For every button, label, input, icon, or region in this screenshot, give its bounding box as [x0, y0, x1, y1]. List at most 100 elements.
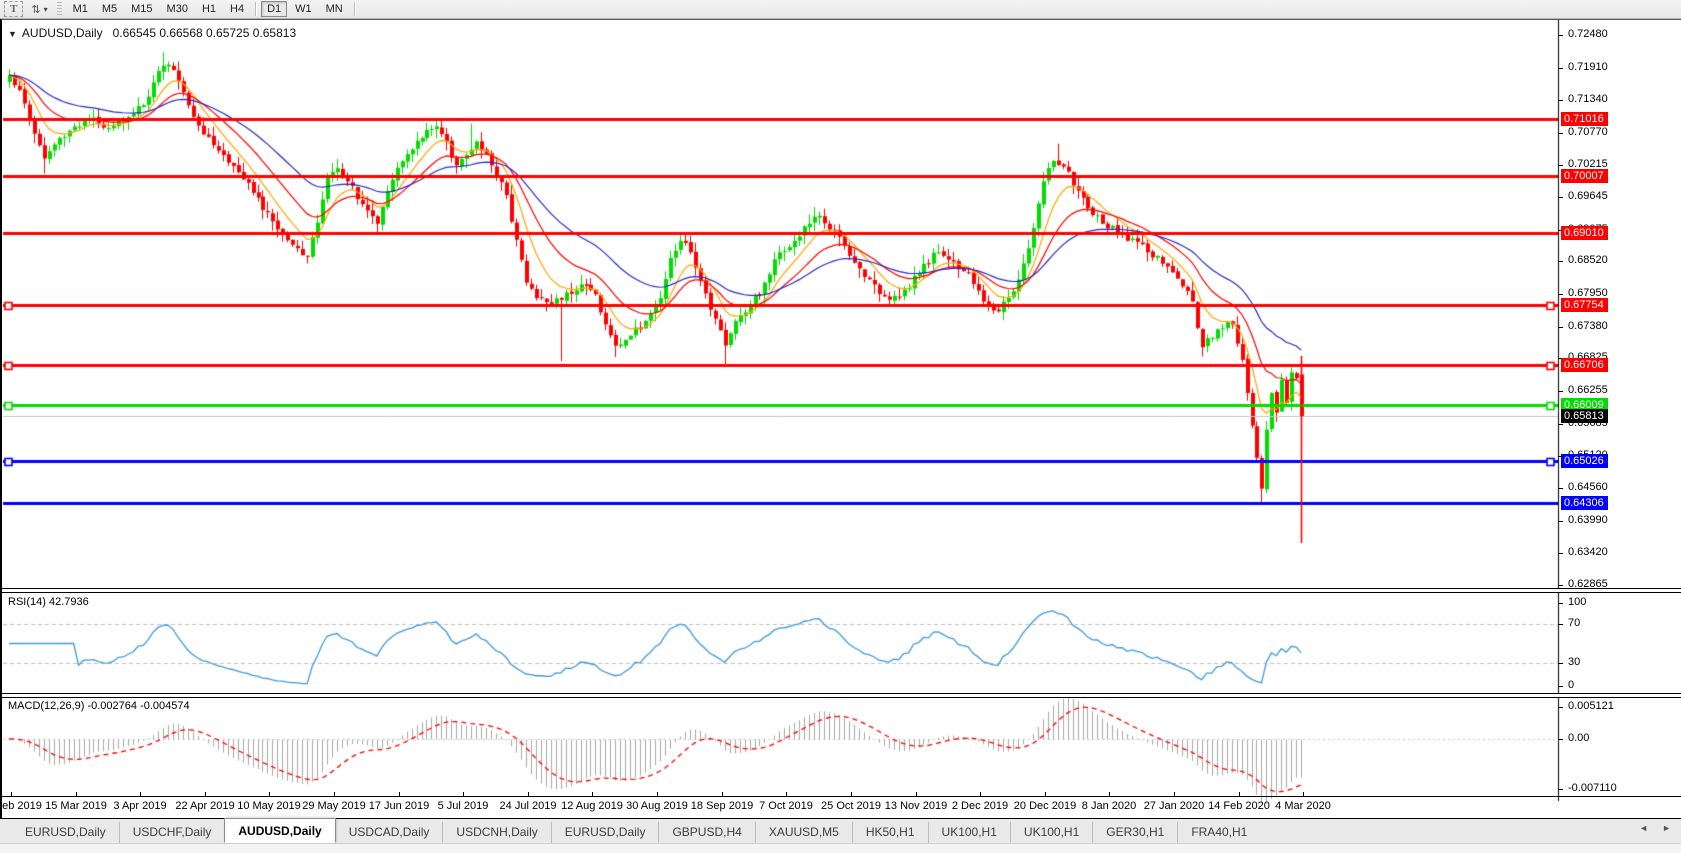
- rsi-axis-label: 0: [1568, 679, 1575, 691]
- date-tick-label: 30 Aug 2019: [626, 800, 688, 812]
- timeframe-button-d1[interactable]: D1: [261, 1, 288, 17]
- arrows-icon: ⇅: [31, 3, 41, 16]
- timeframe-button-h4[interactable]: H4: [230, 3, 245, 15]
- price-tick-label: 0.72480: [1568, 27, 1608, 40]
- chart-tab-9-uk100-h1[interactable]: UK100,H1: [927, 822, 1010, 843]
- text-tool-button[interactable]: T: [4, 1, 24, 17]
- chart-tab-3-usdcad-daily[interactable]: USDCAD,Daily: [348, 825, 430, 839]
- collapse-triangle-icon[interactable]: ▼: [8, 29, 17, 39]
- timeframe-button-m30[interactable]: M30: [166, 3, 188, 15]
- date-tick-mark: [463, 792, 464, 796]
- chart-tab-bar: EURUSD,Daily USDCHF,Daily AUDUSD,Daily USDC…: [0, 818, 1681, 853]
- price-tick-label: 0.62865: [1568, 577, 1608, 590]
- panel-separator-rsi-macd[interactable]: [2, 693, 1681, 698]
- date-tick-label: 13 Nov 2019: [884, 800, 948, 812]
- macd-axis-label: -0.007110: [1568, 782, 1617, 794]
- chart-tab-12-fra40-h1[interactable]: FRA40,H1: [1177, 822, 1260, 843]
- rsi-axis-label: 70: [1568, 617, 1581, 630]
- date-tick-mark: [657, 792, 658, 796]
- arrows-tool-button[interactable]: ⇅ ▾: [25, 1, 53, 17]
- date-tick-label: 20 Dec 2019: [1013, 800, 1077, 812]
- price-tick-label: 0.68520: [1568, 254, 1608, 267]
- price-tick-mark: [1558, 294, 1563, 295]
- chart-ohlc-values: 0.66545 0.66568 0.65725 0.65813: [112, 26, 297, 40]
- date-tick-label: 14 Feb 2020: [1208, 800, 1270, 812]
- chart-window: ▼ AUDUSD,Daily 0.66545 0.66568 0.65725 0.6…: [0, 19, 1681, 818]
- price-tick-mark: [1558, 585, 1563, 586]
- chart-tab-0-eurusd-daily[interactable]: EURUSD,Daily: [25, 825, 106, 839]
- panel-separator-main-rsi[interactable]: [2, 588, 1681, 593]
- rsi-tick-mark: [1558, 624, 1563, 625]
- chart-tab-11-ger30-h1[interactable]: GER30,H1: [1092, 822, 1177, 843]
- date-tick-mark: [334, 792, 335, 796]
- chart-tab-7-xauusd-m5[interactable]: XAUUSD,M5: [754, 822, 852, 843]
- date-tick-mark: [399, 792, 400, 796]
- date-tick-label: 2 Dec 2019: [951, 800, 1009, 812]
- date-tick-label: 4 Mar 2020: [1275, 800, 1331, 812]
- price-tick-label: 0.64560: [1568, 481, 1608, 493]
- date-tick-mark: [851, 792, 852, 796]
- chart-tab-6-gbpusd-h4[interactable]: GBPUSD,H4: [658, 822, 754, 843]
- tab-scroll-right-icon[interactable]: ►: [1662, 823, 1671, 833]
- date-tick-mark: [1045, 792, 1046, 796]
- toolbar-grip: [56, 2, 62, 16]
- date-tick-mark: [205, 792, 206, 796]
- date-tick-label: 18 Sep 2019: [690, 800, 754, 812]
- date-tick-mark: [916, 792, 917, 796]
- price-tick-mark: [1558, 261, 1563, 262]
- date-tick-mark: [269, 792, 270, 796]
- date-tick-mark: [528, 792, 529, 796]
- date-tick-mark: [1239, 792, 1240, 796]
- timeframe-button-m15[interactable]: M15: [131, 3, 153, 15]
- chart-symbol-label: AUDUSD,Daily: [21, 26, 103, 40]
- rsi-tick-mark: [1558, 603, 1563, 604]
- price-tick-mark: [1558, 165, 1563, 166]
- macd-tick-mark: [1558, 789, 1563, 790]
- date-tick-mark: [722, 792, 723, 796]
- macd-tick-mark: [1558, 707, 1563, 708]
- date-tick-mark: [980, 792, 981, 796]
- date-tick-label: 5 Jul 2019: [437, 800, 489, 812]
- macd-axis-label: 0.00: [1568, 731, 1590, 744]
- price-tick-mark: [1558, 133, 1563, 134]
- rsi-indicator-label: RSI(14) 42.7936: [8, 596, 89, 608]
- timeframe-button-w1[interactable]: W1: [295, 3, 312, 15]
- timeframe-button-h1[interactable]: H1: [201, 3, 217, 15]
- chart-tab-1-usdchf-daily[interactable]: USDCHF,Daily: [118, 822, 225, 843]
- date-tick-label: 22 Apr 2019: [175, 800, 235, 812]
- timeframe-button-mn[interactable]: MN: [325, 3, 343, 15]
- timeframe-button-m1[interactable]: M1: [72, 3, 88, 15]
- date-tick-mark: [1174, 792, 1175, 796]
- date-tick-mark: [1109, 792, 1110, 796]
- chart-tab-4-usdcnh-daily[interactable]: USDCNH,Daily: [442, 822, 550, 843]
- price-tick-mark: [1558, 424, 1563, 425]
- price-tick-mark: [1558, 35, 1563, 36]
- price-tick-label: 0.69645: [1568, 190, 1608, 203]
- date-tick-label: 27 Jan 2020: [1143, 800, 1205, 812]
- date-tick-label: 12 Aug 2019: [561, 800, 623, 812]
- timeframe-button-m5[interactable]: M5: [101, 3, 118, 15]
- price-tick-mark: [1558, 521, 1563, 522]
- chart-title: ▼ AUDUSD,Daily 0.66545 0.66568 0.65725 0.6…: [8, 26, 296, 40]
- hline-price-label: 0.71016: [1561, 111, 1608, 126]
- date-tick-mark: [786, 792, 787, 796]
- chart-tab-5-eurusd-daily[interactable]: EURUSD,Daily: [550, 822, 659, 843]
- date-tick-label: 25 Oct 2019: [821, 800, 881, 812]
- chart-tab-10-uk100-h1[interactable]: UK100,H1: [1009, 822, 1092, 843]
- chart-tab-8-hk50-h1[interactable]: HK50,H1: [851, 822, 928, 843]
- tab-scroll-left-icon[interactable]: ◄: [1639, 823, 1649, 833]
- date-tick-label: 29 May 2019: [302, 800, 366, 812]
- date-tick-label: 8 Jan 2020: [1081, 800, 1137, 812]
- price-tick-mark: [1558, 391, 1563, 392]
- chevron-down-icon: ▾: [43, 4, 48, 14]
- chart-tab-2-audusd-daily[interactable]: AUDUSD,Daily: [224, 818, 336, 843]
- price-tick-label: 0.71910: [1568, 60, 1608, 73]
- tab-scrollers: ◄ ►: [1639, 823, 1671, 833]
- price-tick-mark: [1558, 100, 1563, 101]
- rsi-tick-mark: [1558, 663, 1563, 664]
- price-tick-mark: [1558, 68, 1563, 69]
- price-chart-canvas[interactable]: [2, 20, 1681, 818]
- toolbar-separator: [353, 2, 355, 16]
- hline-price-label: 0.69010: [1561, 226, 1608, 241]
